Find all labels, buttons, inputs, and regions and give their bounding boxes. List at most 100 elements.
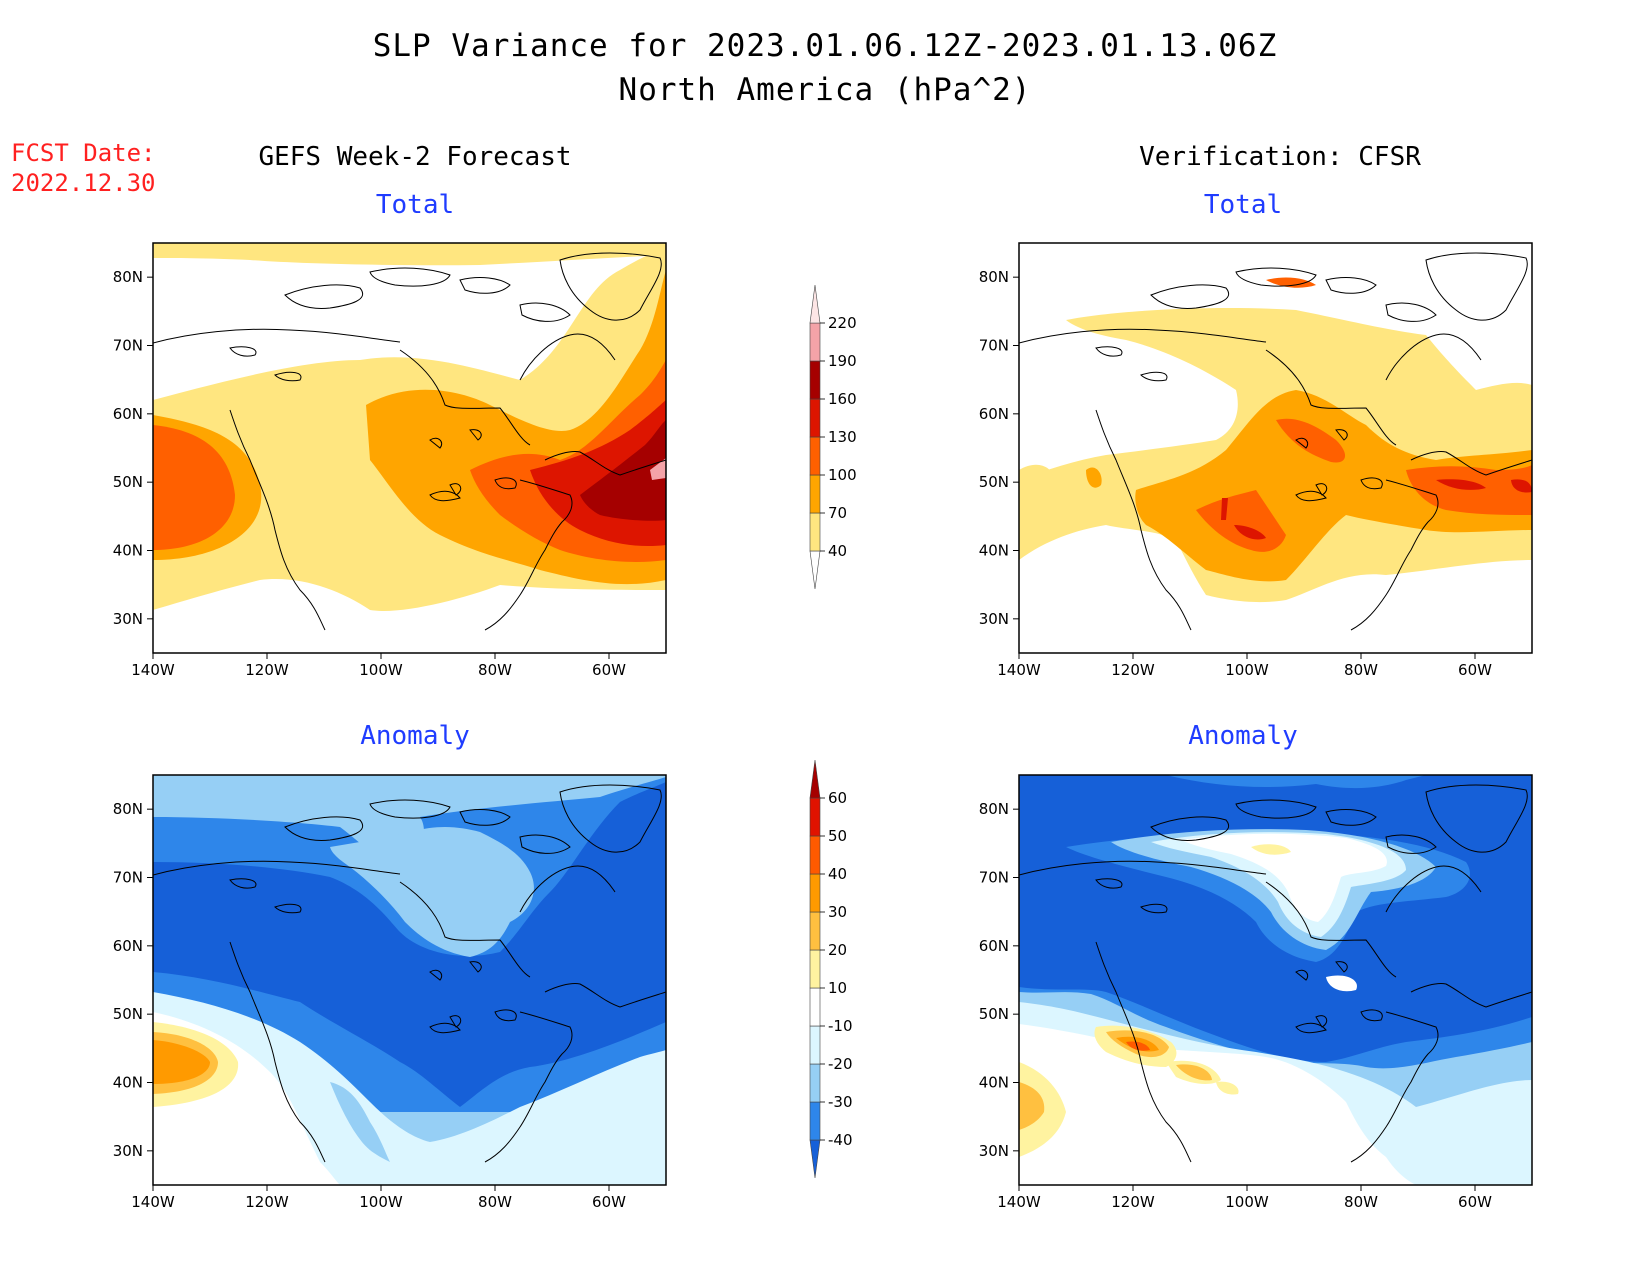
longitude-axis: 140W 120W 100W 80W 60W: [997, 653, 1492, 679]
forecast-total-field: [153, 243, 666, 653]
lon-tick-label: 80W: [478, 661, 512, 679]
colorbar-segment: [809, 1139, 821, 1179]
lat-tick-label: 50N: [113, 473, 143, 491]
colorbar-label: 40: [828, 865, 847, 883]
colorbar-segment: [809, 550, 821, 590]
colorbar-segment: [809, 1101, 821, 1141]
forecast-anomaly-field: [153, 775, 666, 1185]
colorbar-segment: [809, 911, 821, 951]
right-column-header: Verification: CFSR: [1139, 142, 1421, 172]
colorbar-segment: [809, 398, 821, 438]
lat-tick-label: 40N: [979, 542, 1009, 560]
colorbar-segment: [809, 949, 821, 989]
colorbar-segment: [809, 1025, 821, 1065]
lat-tick-label: 40N: [979, 1074, 1009, 1092]
lon-tick-label: 120W: [1111, 661, 1155, 679]
verification-total-map: 30N 40N 50N 60N 70N 80N 140W 120W 100W 80W 60W: [979, 242, 1533, 679]
longitude-axis: 140W 120W 100W 80W 60W: [131, 1185, 626, 1211]
colorbar-segment: [809, 1063, 821, 1103]
colorbar-label: 130: [828, 428, 857, 446]
latitude-axis: 30N 40N 50N 60N 70N 80N: [113, 800, 153, 1160]
lat-tick-label: 80N: [979, 268, 1009, 286]
panel-title-verification-anomaly: Anomaly: [1188, 721, 1298, 751]
fcst-date-label: FCST Date:: [11, 139, 156, 167]
lat-tick-label: 30N: [979, 610, 1009, 628]
lat-tick-label: 80N: [113, 800, 143, 818]
coastline-outline: [153, 252, 666, 631]
lon-tick-label: 120W: [245, 661, 289, 679]
lon-tick-label: 120W: [1111, 1193, 1155, 1211]
coastline-outline: [1019, 252, 1532, 631]
colorbar-segment: [809, 474, 821, 514]
lat-tick-label: 30N: [979, 1142, 1009, 1160]
verification-total-field: [1019, 243, 1532, 653]
panel-title-forecast-total: Total: [375, 190, 455, 220]
colorbar-segment: [809, 835, 821, 875]
colorbar-label: 190: [828, 352, 857, 370]
lat-tick-label: 60N: [113, 405, 143, 423]
lon-tick-label: 80W: [1344, 661, 1378, 679]
colorbar-label: 60: [828, 789, 847, 807]
lon-tick-label: 140W: [997, 1193, 1041, 1211]
coastline-outline: [1019, 784, 1532, 1163]
lon-tick-label: 100W: [1225, 1193, 1269, 1211]
colorbar-segment: [809, 512, 821, 552]
colorbar-label: 20: [828, 941, 847, 959]
colorbar-label: 10: [828, 979, 847, 997]
lon-tick-label: 140W: [131, 1193, 175, 1211]
colorbar-label: 30: [828, 903, 847, 921]
lat-tick-label: 40N: [113, 542, 143, 560]
colorbar-label: 50: [828, 827, 847, 845]
lat-tick-label: 30N: [113, 1142, 143, 1160]
colorbar-segment: [809, 436, 821, 476]
lat-tick-label: 50N: [979, 1005, 1009, 1023]
lon-tick-label: 80W: [478, 1193, 512, 1211]
lat-tick-label: 70N: [113, 869, 143, 887]
colorbar-label: 40: [828, 542, 847, 560]
lon-tick-label: 140W: [131, 661, 175, 679]
lon-tick-label: 60W: [1458, 1193, 1492, 1211]
colorbar-segment: [809, 987, 821, 1027]
longitude-axis: 140W 120W 100W 80W 60W: [997, 1185, 1492, 1211]
lat-tick-label: 70N: [113, 337, 143, 355]
anomaly-colorbar: -40 -30 -20 -10 10 20 30 40 50 60: [809, 759, 853, 1179]
latitude-axis: 30N 40N 50N 60N 70N 80N: [979, 268, 1019, 628]
colorbar-segment: [809, 360, 821, 400]
colorbar-segment: [809, 873, 821, 913]
lat-tick-label: 60N: [979, 937, 1009, 955]
panel-title-forecast-anomaly: Anomaly: [360, 721, 470, 751]
lat-tick-label: 50N: [113, 1005, 143, 1023]
fcst-date-value: 2022.12.30: [11, 169, 156, 197]
lon-tick-label: 100W: [359, 661, 403, 679]
lon-tick-label: 60W: [592, 1193, 626, 1211]
lon-tick-label: 60W: [1458, 661, 1492, 679]
latitude-axis: 30N 40N 50N 60N 70N 80N: [113, 268, 153, 628]
verification-anomaly-map: 30N 40N 50N 60N 70N 80N 140W 120W 100W 80W 60W: [979, 774, 1533, 1211]
colorbar-segment: [809, 322, 821, 362]
coastline-outline: [153, 784, 666, 1163]
forecast-anomaly-map: 30N 40N 50N 60N 70N 80N 140W 120W 100W 80W 60W: [113, 774, 667, 1211]
fcst-date-block: FCST Date: 2022.12.30: [11, 138, 156, 198]
colorbar-label: -30: [828, 1093, 853, 1111]
colorbar-label: 160: [828, 390, 857, 408]
lon-tick-label: 120W: [245, 1193, 289, 1211]
colorbar-label: -10: [828, 1017, 853, 1035]
longitude-axis: 140W 120W 100W 80W 60W: [131, 653, 626, 679]
lon-tick-label: 100W: [1225, 661, 1269, 679]
lon-tick-label: 60W: [592, 661, 626, 679]
colorbar-segment: [809, 284, 821, 324]
main-title: SLP Variance for 2023.01.06.12Z-2023.01.…: [372, 28, 1278, 64]
main-subtitle: North America (hPa^2): [618, 72, 1032, 108]
forecast-total-map: 30N 40N 50N 60N 70N 80N 140W 120W 100W 80W 60W: [113, 242, 667, 679]
lat-tick-label: 70N: [979, 337, 1009, 355]
latitude-axis: 30N 40N 50N 60N 70N 80N: [979, 800, 1019, 1160]
lat-tick-label: 70N: [979, 869, 1009, 887]
lon-tick-label: 80W: [1344, 1193, 1378, 1211]
lat-tick-label: 50N: [979, 473, 1009, 491]
lat-tick-label: 30N: [113, 610, 143, 628]
left-column-header: GEFS Week-2 Forecast: [258, 142, 572, 172]
lat-tick-label: 40N: [113, 1074, 143, 1092]
colorbar-segment: [809, 797, 821, 837]
lat-tick-label: 60N: [979, 405, 1009, 423]
lat-tick-label: 60N: [113, 937, 143, 955]
